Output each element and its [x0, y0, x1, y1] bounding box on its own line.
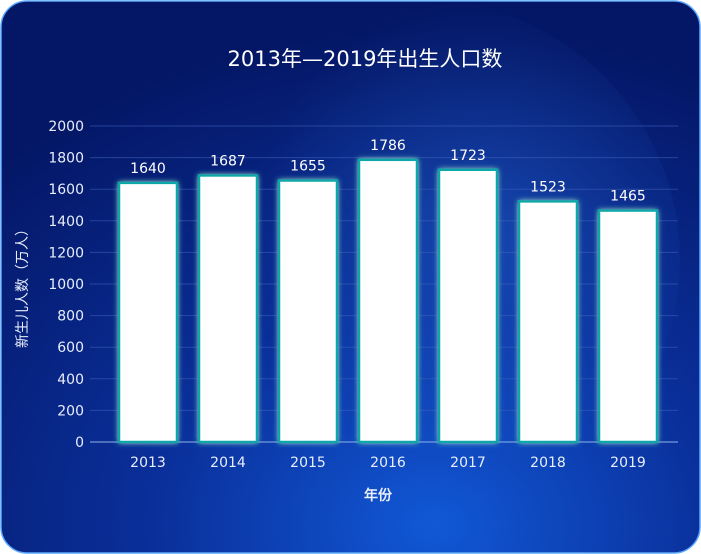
- bar: [197, 174, 259, 444]
- x-tick-label: 2018: [530, 455, 566, 471]
- y-tick-label: 1200: [48, 245, 84, 261]
- x-tick-label: 2016: [370, 455, 406, 471]
- data-label: 1655: [290, 159, 326, 175]
- y-tick-label: 1800: [48, 151, 84, 167]
- x-tick-label: 2019: [610, 455, 646, 471]
- x-axis-label: 年份: [364, 487, 393, 504]
- bar: [437, 168, 499, 444]
- y-tick-label: 800: [57, 309, 84, 325]
- y-tick-label: 2000: [48, 119, 84, 135]
- x-tick-label: 2015: [290, 455, 326, 471]
- y-tick-label: 400: [57, 372, 84, 388]
- y-tick-label: 1000: [48, 277, 84, 293]
- y-tick-label: 0: [75, 435, 84, 451]
- y-tick-label: 1400: [48, 214, 84, 230]
- y-tick-label: 200: [57, 403, 84, 419]
- data-label: 1687: [210, 153, 246, 169]
- data-label: 1523: [530, 179, 566, 195]
- bar: [517, 200, 579, 444]
- y-tick-label: 1600: [48, 182, 84, 198]
- bar: [357, 158, 419, 444]
- chart-title: 2013年—2019年出生人口数: [228, 47, 503, 71]
- x-tick-label: 2013: [130, 455, 166, 471]
- data-label: 1723: [450, 148, 486, 164]
- y-tick-label: 600: [57, 340, 84, 356]
- y-axis-label: 新生儿人数（万人）: [15, 222, 31, 348]
- x-tick-label: 2017: [450, 455, 486, 471]
- plot-area: 0 200 400 600 800 1000 1200 1400 1600 1800 2000 201…: [48, 119, 678, 471]
- x-tick-label: 2014: [210, 455, 246, 471]
- data-label: 1786: [370, 138, 406, 154]
- data-label: 1640: [130, 161, 166, 177]
- bar: [277, 179, 339, 444]
- bar: [117, 181, 179, 444]
- data-label: 1465: [610, 189, 646, 205]
- bar: [597, 209, 659, 444]
